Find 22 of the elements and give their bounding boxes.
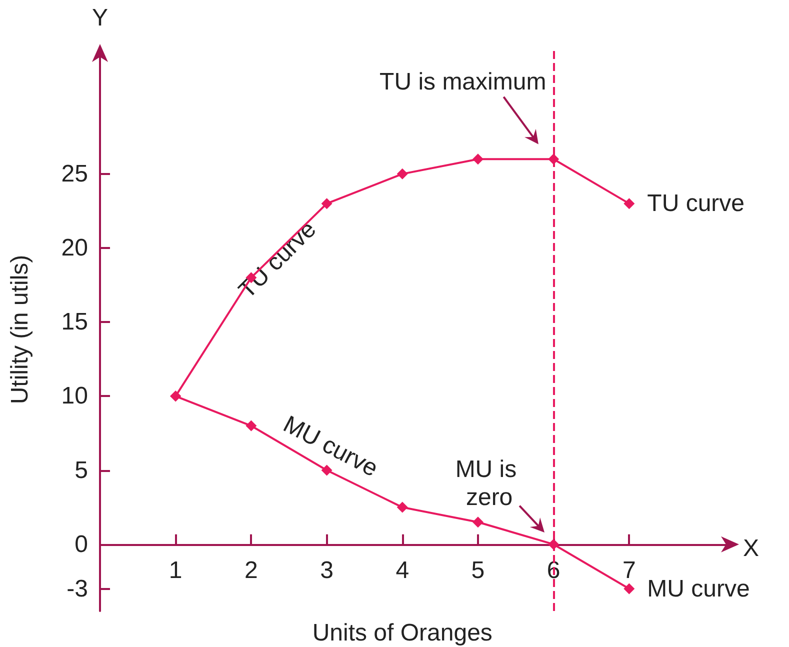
y-axis-title: Utility (in utils) <box>6 254 34 404</box>
y-tick-label: 10 <box>61 382 88 410</box>
y-tick-label: 0 <box>74 530 88 558</box>
text: MU curve <box>278 410 382 482</box>
annotation: TU curve <box>647 190 745 218</box>
annotation: MU is zero <box>455 456 524 512</box>
annotation: MU curve <box>647 575 750 602</box>
x-tick-label: 2 <box>244 556 258 584</box>
x-tick-label: 7 <box>622 556 636 584</box>
y-tick-label: 25 <box>61 160 88 188</box>
y-tick-label: 20 <box>61 234 88 262</box>
x-axis-title: Units of Oranges <box>312 620 492 646</box>
x-tick-label: 1 <box>168 556 182 584</box>
x-tick-label: 4 <box>396 556 410 584</box>
text: Y <box>92 4 108 32</box>
x-tick-label: 5 <box>471 556 485 584</box>
x-tick-label: 3 <box>320 556 334 584</box>
y-tick-label: 15 <box>61 308 88 336</box>
annotation: TU is maximum <box>380 68 546 96</box>
text: X <box>743 534 760 562</box>
y-tick-label: 5 <box>74 456 88 484</box>
y-tick-label: -3 <box>66 575 88 602</box>
